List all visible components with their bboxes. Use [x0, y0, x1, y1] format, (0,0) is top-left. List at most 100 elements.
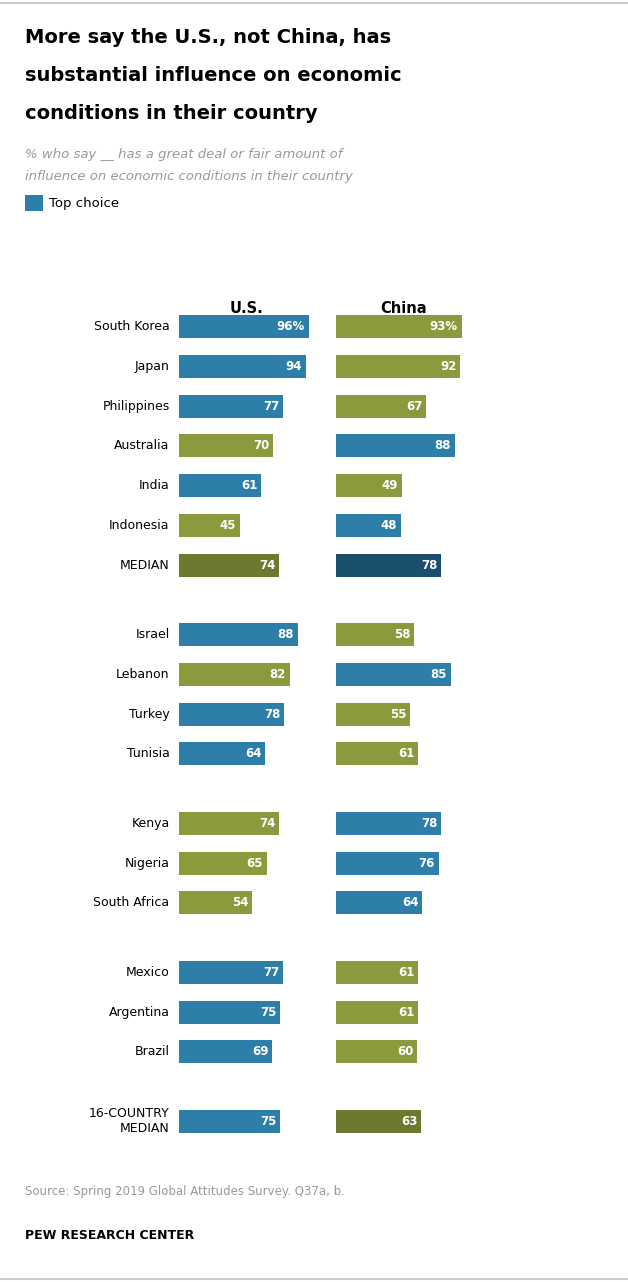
- Bar: [336, 623, 414, 646]
- Text: Indonesia: Indonesia: [109, 519, 170, 532]
- Bar: [179, 623, 298, 646]
- Text: 64: 64: [402, 896, 419, 909]
- Bar: [179, 851, 267, 874]
- Text: 78: 78: [421, 817, 438, 829]
- Text: 45: 45: [219, 519, 236, 532]
- Text: 74: 74: [259, 817, 275, 829]
- Text: 88: 88: [278, 628, 294, 641]
- Text: 76: 76: [418, 856, 435, 869]
- Bar: [336, 742, 418, 765]
- Text: 78: 78: [264, 708, 281, 720]
- Bar: [336, 435, 455, 458]
- Text: Brazil: Brazil: [134, 1045, 170, 1059]
- Text: Top choice: Top choice: [49, 196, 119, 210]
- Text: 63: 63: [401, 1115, 417, 1128]
- Text: Mexico: Mexico: [126, 965, 170, 979]
- Text: Australia: Australia: [114, 440, 170, 453]
- Bar: [336, 474, 402, 497]
- Text: 61: 61: [398, 747, 414, 760]
- Bar: [179, 474, 261, 497]
- Text: Tunisia: Tunisia: [127, 747, 170, 760]
- Text: 77: 77: [263, 965, 279, 979]
- Text: India: India: [139, 479, 170, 492]
- Text: 58: 58: [394, 628, 411, 641]
- Text: 48: 48: [381, 519, 397, 532]
- Text: 55: 55: [390, 708, 406, 720]
- Bar: [179, 554, 279, 577]
- Text: 78: 78: [421, 559, 438, 572]
- Text: 77: 77: [263, 400, 279, 413]
- Bar: [336, 962, 418, 983]
- Bar: [179, 395, 283, 418]
- Text: 69: 69: [252, 1045, 268, 1059]
- Text: 54: 54: [232, 896, 248, 909]
- Bar: [336, 851, 438, 874]
- Text: 96%: 96%: [276, 320, 305, 333]
- Bar: [179, 703, 284, 726]
- Text: China: China: [380, 301, 427, 317]
- Text: substantial influence on economic: substantial influence on economic: [25, 67, 402, 85]
- Bar: [336, 554, 441, 577]
- Text: 67: 67: [406, 400, 423, 413]
- Bar: [336, 315, 462, 338]
- Bar: [179, 1110, 280, 1133]
- Bar: [336, 1110, 421, 1133]
- Text: % who say __ has a great deal or fair amount of: % who say __ has a great deal or fair am…: [25, 149, 342, 162]
- Text: Turkey: Turkey: [129, 708, 170, 720]
- Text: Lebanon: Lebanon: [116, 668, 170, 681]
- Text: 16-COUNTRY
MEDIAN: 16-COUNTRY MEDIAN: [89, 1108, 170, 1136]
- Text: 74: 74: [259, 559, 275, 572]
- Text: 61: 61: [398, 965, 414, 979]
- Text: South Korea: South Korea: [94, 320, 170, 333]
- Text: Japan: Japan: [134, 360, 170, 373]
- Bar: [179, 435, 274, 458]
- Bar: [179, 742, 266, 765]
- Bar: [336, 514, 401, 537]
- Text: MEDIAN: MEDIAN: [120, 559, 170, 572]
- Text: 60: 60: [397, 1045, 413, 1059]
- Text: Source: Spring 2019 Global Attitudes Survey. Q37a, b.: Source: Spring 2019 Global Attitudes Sur…: [25, 1185, 345, 1197]
- Text: conditions in their country: conditions in their country: [25, 104, 318, 123]
- Text: PEW RESEARCH CENTER: PEW RESEARCH CENTER: [25, 1229, 195, 1242]
- Text: 65: 65: [246, 856, 263, 869]
- Text: More say the U.S., not China, has: More say the U.S., not China, has: [25, 28, 391, 47]
- Text: 88: 88: [435, 440, 451, 453]
- Text: Israel: Israel: [135, 628, 170, 641]
- Bar: [336, 395, 426, 418]
- Bar: [179, 663, 290, 686]
- Text: 70: 70: [254, 440, 270, 453]
- Text: influence on economic conditions in their country: influence on economic conditions in thei…: [25, 171, 353, 183]
- Bar: [179, 355, 306, 378]
- Text: Philippines: Philippines: [102, 400, 170, 413]
- Text: Argentina: Argentina: [109, 1005, 170, 1019]
- Bar: [336, 891, 423, 914]
- Text: U.S.: U.S.: [230, 301, 263, 317]
- Bar: [336, 812, 441, 835]
- Text: 82: 82: [269, 668, 286, 681]
- Bar: [336, 703, 410, 726]
- Text: Nigeria: Nigeria: [124, 856, 170, 869]
- Text: 61: 61: [398, 1005, 414, 1019]
- Text: 49: 49: [382, 479, 398, 492]
- Bar: [336, 1040, 417, 1063]
- Bar: [179, 315, 308, 338]
- Text: 64: 64: [245, 747, 262, 760]
- Text: 85: 85: [430, 668, 447, 681]
- Text: 94: 94: [286, 360, 302, 373]
- Text: 75: 75: [260, 1005, 276, 1019]
- Bar: [179, 1000, 280, 1023]
- Bar: [179, 812, 279, 835]
- Bar: [179, 962, 283, 983]
- Text: Kenya: Kenya: [131, 817, 170, 829]
- Text: 93%: 93%: [430, 320, 458, 333]
- Bar: [179, 514, 240, 537]
- Text: 92: 92: [440, 360, 457, 373]
- Bar: [336, 663, 451, 686]
- Text: 61: 61: [241, 479, 257, 492]
- Bar: [179, 891, 252, 914]
- Bar: [336, 355, 460, 378]
- Text: 75: 75: [260, 1115, 276, 1128]
- Bar: [336, 1000, 418, 1023]
- Text: South Africa: South Africa: [94, 896, 170, 909]
- Bar: [179, 1040, 272, 1063]
